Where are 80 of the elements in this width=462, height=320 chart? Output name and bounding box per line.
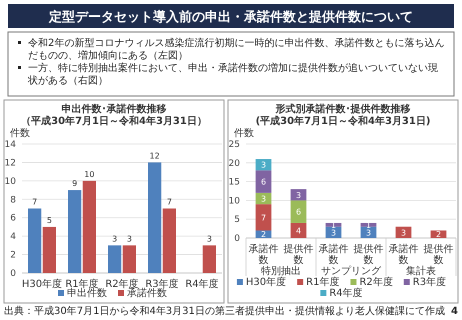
data-label: 5 (46, 216, 52, 225)
data-label: 4 (296, 226, 302, 236)
data-label: 3 (366, 228, 372, 238)
bar (162, 208, 176, 273)
chart-title: 申出件数･承諾件数推移 (62, 103, 166, 115)
bar (396, 226, 412, 238)
bar (256, 192, 272, 204)
x-tick-label: R2年度 (105, 278, 139, 290)
chart-subtitle: （平成30年7月1日～令和4年3月31日） (21, 115, 207, 127)
bar (256, 170, 272, 193)
y-tick-label: 2 (10, 250, 16, 261)
y-tick-label: 5 (234, 215, 240, 226)
data-label: 7 (166, 198, 172, 206)
bar (326, 226, 342, 238)
legend-label: R4年度 (329, 287, 363, 299)
bar (82, 180, 96, 273)
legend-label: 承諾件数 (127, 287, 167, 299)
y-tick-label: 20 (228, 158, 240, 169)
text: 集計表 (406, 265, 436, 277)
data-label: 3 (112, 234, 118, 244)
data-label: 3 (260, 194, 266, 204)
y-tick-label: 12 (4, 158, 16, 168)
text: 4 (451, 306, 458, 317)
bar (256, 204, 272, 230)
bar (108, 245, 122, 273)
text: サンプリング (321, 265, 382, 277)
data-label: 3 (126, 234, 132, 244)
bar (68, 190, 82, 273)
bar (290, 222, 306, 238)
data-label: 7 (260, 213, 266, 222)
data-label: 9 (72, 179, 78, 188)
data-label: 3 (206, 234, 212, 244)
text: 特別抽出 (261, 265, 301, 277)
y-tick-label: 6 (10, 214, 16, 224)
y-tick-label: 0 (234, 234, 240, 244)
y-axis-title: 件数 (234, 128, 254, 139)
data-label: 6 (296, 208, 302, 217)
y-tick-label: 14 (4, 140, 16, 150)
y-tick-label: 8 (10, 195, 16, 206)
y-tick-label: 15 (228, 178, 240, 188)
x-tick-label: 提供件数 (284, 243, 314, 266)
legend-label: 申出件数 (67, 287, 107, 299)
x-tick-label: 提供件数 (354, 243, 384, 266)
source-note: 出典：平成30年7月1日から令和4年3月31日の第三者提供申出・提供情報より老人保健課にて作成 (4, 305, 445, 317)
text: 一方、特に特別抽出案件において、申出・承諾件数の増加に提供件数が追いついていない現状がある（右図） (27, 62, 438, 86)
x-tick-label: 承諾件数 (388, 243, 418, 266)
x-tick-label: H30年度 (22, 278, 62, 290)
bar (28, 208, 42, 273)
data-label: 2 (260, 230, 266, 240)
data-label: 2 (436, 230, 442, 240)
data-label: 6 (260, 178, 266, 187)
chart-title: 形式別承諾件数･提供件数推移 (274, 103, 410, 115)
bar (360, 226, 376, 238)
data-label: 3 (296, 190, 302, 200)
y-tick-label: 25 (228, 140, 240, 150)
y-axis-title: 件数 (10, 128, 30, 139)
data-label: 10 (84, 170, 94, 179)
x-tick-label: 提供件数 (424, 243, 454, 266)
bar (122, 245, 136, 273)
y-tick-label: 10 (4, 176, 16, 187)
x-tick-label: R4年度 (185, 278, 219, 290)
data-label: 7 (32, 198, 38, 206)
y-tick-label: 10 (228, 196, 240, 206)
bar (148, 162, 162, 273)
y-tick-label: 0 (10, 269, 16, 279)
bar (256, 159, 272, 170)
y-tick-label: 4 (10, 232, 16, 242)
bar (202, 245, 216, 273)
bar (42, 226, 56, 273)
data-label: 3 (330, 228, 336, 238)
text: 令和2年の新型コロナウィルス感染症流行初期に一時的に申出件数、承諾件数ともに落ち込んだものの、増加傾向にある（左図） (28, 37, 444, 62)
data-label: 3 (260, 160, 266, 170)
bar (290, 200, 306, 223)
x-tick-label: 承諾件数 (248, 243, 278, 266)
chart-subtitle: (平成30年7月1日～令和4年3月31日) (256, 115, 430, 127)
bar (290, 189, 306, 200)
text: 定型データセット導入前の申出・承諾件数と提供件数について (48, 9, 413, 25)
data-label: 12 (150, 151, 160, 160)
data-label: 3 (400, 228, 406, 238)
x-tick-label: 承諾件数 (318, 243, 348, 266)
